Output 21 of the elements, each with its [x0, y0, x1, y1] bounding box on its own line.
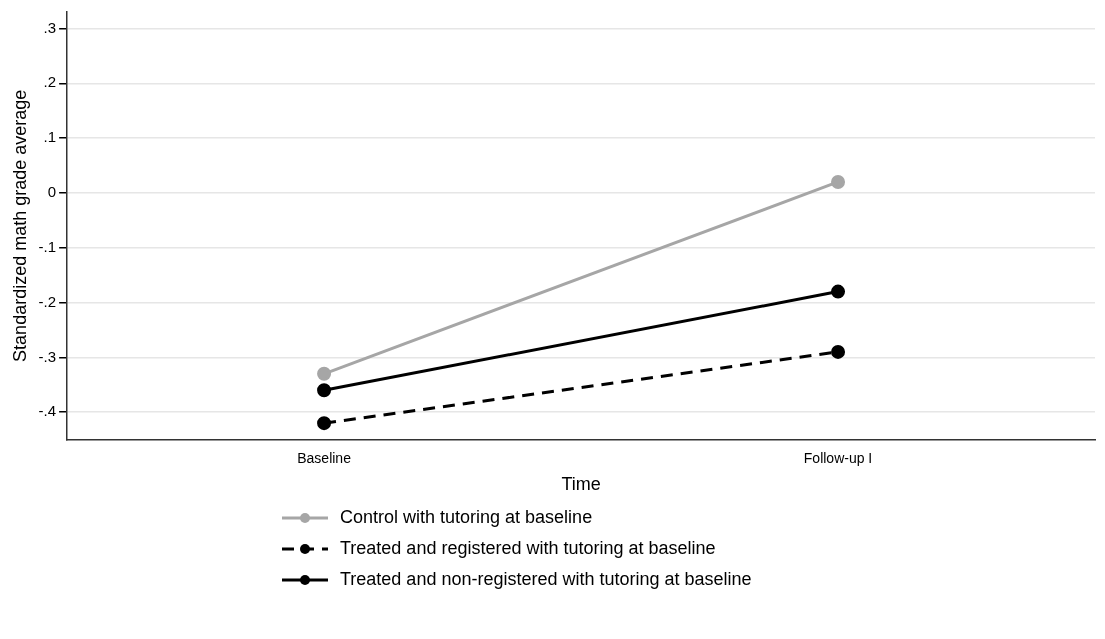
point — [831, 174, 846, 189]
legend-label: Treated and registered with tutoring at baseline — [340, 538, 716, 559]
point — [317, 416, 332, 431]
y-tick-label: 0 — [47, 183, 57, 201]
y-tick-label: .1 — [43, 128, 57, 146]
y-tick-label: -.1 — [38, 237, 57, 255]
y-tick-label: .2 — [43, 73, 57, 91]
y-tick-label: -.2 — [38, 292, 57, 310]
legend-label: Control with tutoring at baseline — [340, 507, 593, 528]
point — [831, 344, 846, 359]
y-tick-label: -.3 — [38, 347, 57, 365]
y-axis-title: Standardized math grade average — [9, 89, 30, 362]
y-tick-label: .3 — [43, 18, 57, 36]
x-tick-label: Follow-up I — [803, 449, 873, 466]
legend-label: Treated and non-registered with tutoring at baseline — [340, 569, 752, 590]
point — [317, 383, 332, 398]
y-tick-label: -.4 — [38, 402, 57, 420]
x-tick-label: Baseline — [297, 449, 352, 466]
point — [317, 366, 332, 381]
x-axis-title: Time — [561, 474, 601, 495]
point — [831, 284, 846, 299]
